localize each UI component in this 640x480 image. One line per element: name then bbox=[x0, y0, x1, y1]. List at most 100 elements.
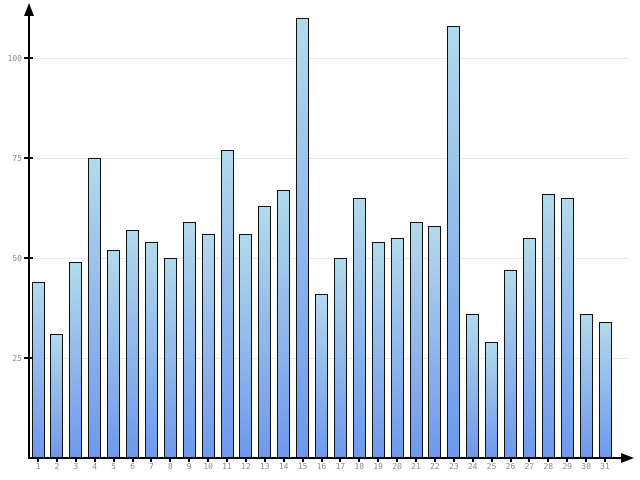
x-axis-tick bbox=[452, 458, 455, 462]
x-tick-label: 27 bbox=[524, 462, 535, 471]
y-tick-label: 25 bbox=[12, 353, 22, 363]
bar-day-16 bbox=[315, 294, 328, 458]
bar-day-29 bbox=[560, 198, 574, 458]
x-axis-tick bbox=[226, 458, 228, 462]
y-axis-tick bbox=[24, 257, 33, 259]
x-axis-tick bbox=[74, 458, 77, 462]
x-axis-tick bbox=[263, 458, 266, 462]
bar-day-9 bbox=[182, 222, 196, 458]
bar-day-8 bbox=[163, 258, 177, 458]
bar-day-17 bbox=[333, 258, 347, 458]
bar-day-5 bbox=[107, 250, 121, 458]
bar-day-10 bbox=[201, 234, 215, 458]
x-axis-tick bbox=[433, 458, 436, 462]
y-tick-label: 50 bbox=[12, 253, 22, 263]
x-tick-label: 23 bbox=[448, 462, 459, 471]
x-axis-tick bbox=[131, 458, 134, 462]
y-tick-label: 75 bbox=[12, 153, 22, 163]
x-axis-tick bbox=[244, 458, 247, 462]
x-axis-tick bbox=[415, 458, 417, 462]
x-axis-tick bbox=[471, 458, 474, 462]
gridline bbox=[30, 57, 628, 59]
x-tick-label: 15 bbox=[297, 462, 308, 471]
x-tick-label: 16 bbox=[316, 462, 327, 471]
x-tick-label: 5 bbox=[111, 462, 116, 471]
x-tick-label: 26 bbox=[505, 462, 516, 471]
x-axis-tick bbox=[339, 458, 342, 462]
x-tick-label: 11 bbox=[222, 462, 232, 471]
x-axis-tick bbox=[490, 458, 493, 462]
bar-day-20 bbox=[390, 238, 404, 458]
bar-day-31 bbox=[598, 322, 612, 458]
y-axis-line bbox=[28, 6, 30, 458]
gridline bbox=[30, 257, 628, 259]
x-axis-tick bbox=[150, 458, 153, 462]
x-axis-tick bbox=[207, 458, 210, 462]
x-axis-tick bbox=[528, 458, 531, 462]
bar-day-27 bbox=[522, 238, 536, 458]
bar-day-14 bbox=[277, 190, 291, 458]
bar-day-6 bbox=[126, 230, 139, 458]
x-tick-label: 12 bbox=[241, 462, 251, 471]
x-tick-label: 3 bbox=[73, 462, 79, 471]
x-axis-tick bbox=[55, 458, 58, 462]
x-axis-tick bbox=[604, 458, 606, 462]
y-axis-tick bbox=[24, 157, 33, 159]
bar-day-1 bbox=[31, 282, 45, 458]
x-tick-label: 25 bbox=[486, 462, 497, 471]
x-axis-tick bbox=[509, 458, 512, 462]
y-axis-arrow-icon bbox=[24, 3, 34, 16]
x-axis-arrow-icon bbox=[621, 453, 634, 463]
bar-day-28 bbox=[541, 194, 555, 458]
x-tick-label: 18 bbox=[354, 462, 365, 471]
x-axis-tick bbox=[301, 458, 304, 462]
bar-day-22 bbox=[428, 226, 442, 458]
x-tick-label: 24 bbox=[467, 462, 478, 471]
x-axis-tick bbox=[93, 458, 96, 462]
bar-day-26 bbox=[504, 270, 517, 458]
x-tick-label: 31 bbox=[600, 462, 610, 471]
x-tick-label: 7 bbox=[148, 462, 154, 471]
bar-day-4 bbox=[88, 158, 102, 458]
y-tick-label: 100 bbox=[7, 53, 22, 63]
x-tick-label: 22 bbox=[430, 462, 440, 471]
bar-day-19 bbox=[371, 242, 385, 458]
bar-day-18 bbox=[352, 198, 366, 458]
x-axis-tick bbox=[112, 458, 115, 462]
x-tick-label: 2 bbox=[54, 462, 60, 471]
y-axis-tick bbox=[24, 57, 33, 59]
gridline bbox=[30, 357, 628, 359]
gridline bbox=[30, 157, 628, 159]
bar-day-25 bbox=[485, 342, 499, 458]
x-axis-tick bbox=[396, 458, 399, 462]
bar-day-13 bbox=[258, 206, 272, 458]
x-tick-label: 8 bbox=[167, 462, 173, 471]
bar-day-15 bbox=[296, 18, 310, 458]
x-tick-label: 28 bbox=[543, 462, 554, 471]
x-axis-tick bbox=[282, 458, 285, 462]
x-tick-label: 10 bbox=[203, 462, 213, 471]
x-tick-label: 4 bbox=[92, 462, 98, 471]
x-tick-label: 17 bbox=[335, 462, 346, 471]
x-tick-label: 30 bbox=[581, 462, 591, 471]
x-axis-tick bbox=[358, 458, 361, 462]
bar-day-21 bbox=[409, 222, 423, 458]
bar-day-2 bbox=[50, 334, 64, 458]
y-axis-tick bbox=[24, 357, 33, 359]
bar-day-23 bbox=[447, 26, 461, 458]
x-axis-tick bbox=[377, 458, 380, 462]
bar-day-3 bbox=[69, 262, 83, 458]
x-tick-label: 13 bbox=[259, 462, 270, 471]
x-tick-label: 9 bbox=[186, 462, 192, 471]
x-tick-label: 19 bbox=[373, 462, 383, 471]
bar-day-7 bbox=[144, 242, 158, 458]
bar-day-30 bbox=[579, 314, 593, 458]
x-axis-tick bbox=[547, 458, 550, 462]
bar-day-24 bbox=[466, 314, 480, 458]
bar-day-12 bbox=[239, 234, 253, 458]
x-tick-label: 14 bbox=[278, 462, 289, 471]
x-tick-label: 20 bbox=[392, 462, 402, 471]
x-axis-tick bbox=[585, 458, 588, 462]
x-tick-label: 29 bbox=[562, 462, 572, 471]
